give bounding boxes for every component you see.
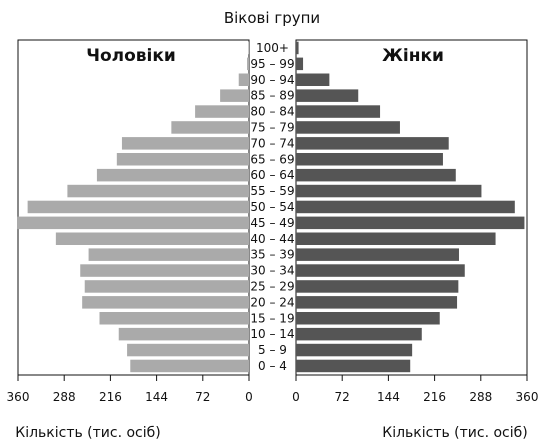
left-tick-label: 216 bbox=[99, 390, 122, 404]
age-group-label: 20 – 24 bbox=[250, 295, 294, 309]
male-bar-16 bbox=[195, 105, 249, 118]
left-tick-label: 288 bbox=[53, 390, 76, 404]
age-group-label: 80 – 84 bbox=[250, 105, 294, 119]
chart-title: Вікові групи bbox=[224, 9, 320, 27]
right-tick-label: 0 bbox=[292, 390, 300, 404]
female-bar-9 bbox=[296, 216, 525, 230]
female-bar-15 bbox=[296, 121, 400, 134]
age-group-label: 45 – 49 bbox=[250, 216, 294, 230]
male-bar-15 bbox=[171, 121, 249, 134]
age-group-label: 95 – 99 bbox=[250, 57, 294, 71]
age-group-label: 40 – 44 bbox=[250, 232, 294, 246]
male-bar-6 bbox=[80, 264, 249, 277]
x-axis-label-right: Кількість (тис. осіб) bbox=[382, 425, 528, 441]
age-group-label: 30 – 34 bbox=[250, 264, 294, 278]
age-group-label: 35 – 39 bbox=[250, 248, 294, 262]
male-bar-20 bbox=[248, 41, 249, 55]
female-bar-13 bbox=[296, 153, 443, 166]
male-bar-3 bbox=[99, 312, 249, 325]
age-group-label: 55 – 59 bbox=[250, 184, 294, 198]
right-tick-label: 288 bbox=[469, 390, 492, 404]
age-group-label: 60 – 64 bbox=[250, 168, 294, 182]
female-bar-1 bbox=[296, 343, 413, 357]
right-tick-label: 360 bbox=[516, 390, 539, 404]
age-group-label: 50 – 54 bbox=[250, 200, 294, 214]
female-bar-2 bbox=[296, 327, 422, 341]
male-bars-group bbox=[17, 39, 250, 376]
female-bar-12 bbox=[296, 168, 456, 182]
male-bar-14 bbox=[121, 137, 249, 150]
female-bar-5 bbox=[296, 280, 459, 293]
female-bar-11 bbox=[296, 184, 482, 198]
female-bar-20 bbox=[296, 41, 299, 55]
female-bar-18 bbox=[296, 73, 330, 86]
male-bar-9 bbox=[17, 216, 249, 230]
age-group-label: 100+ bbox=[256, 41, 289, 55]
left-tick-label: 72 bbox=[195, 390, 210, 404]
female-bar-6 bbox=[296, 264, 465, 277]
right-tick-label: 216 bbox=[423, 390, 446, 404]
male-bar-12 bbox=[96, 168, 249, 182]
female-bar-4 bbox=[296, 296, 458, 309]
male-bar-0 bbox=[130, 359, 249, 373]
male-bar-17 bbox=[220, 89, 249, 102]
age-group-labels: 0 – 4 5 – 9 10 – 14 15 – 19 20 – 24 25 – 2930… bbox=[250, 41, 294, 373]
male-bar-10 bbox=[27, 200, 249, 214]
male-bar-8 bbox=[55, 232, 249, 245]
legend-label-male: Чоловіки bbox=[86, 46, 176, 66]
age-group-label: 0 – 4 bbox=[258, 359, 287, 373]
male-bar-11 bbox=[67, 184, 250, 198]
age-group-label: 65 – 69 bbox=[250, 152, 294, 166]
legend-label-female: Жінки bbox=[382, 46, 444, 66]
male-bar-2 bbox=[118, 327, 249, 341]
male-bar-7 bbox=[88, 248, 249, 261]
male-bar-5 bbox=[84, 280, 249, 293]
left-tick-label: 144 bbox=[145, 390, 168, 404]
female-bar-7 bbox=[296, 248, 459, 261]
male-bar-1 bbox=[127, 343, 249, 357]
age-group-label: 70 – 74 bbox=[250, 136, 294, 150]
left-tick-label: 0 bbox=[245, 390, 253, 404]
right-tick-label: 144 bbox=[377, 390, 400, 404]
age-group-label: 75 – 79 bbox=[250, 120, 294, 134]
female-bar-10 bbox=[296, 200, 515, 214]
axis-ticks-group: 0 0 72 72 144 144 216 216 288 288 360 360 bbox=[7, 375, 539, 404]
female-bar-3 bbox=[296, 312, 440, 325]
right-tick-label: 72 bbox=[335, 390, 350, 404]
male-bar-13 bbox=[116, 153, 249, 166]
age-group-label: 25 – 29 bbox=[250, 279, 294, 293]
x-axis-label-left: Кількість (тис. осіб) bbox=[15, 425, 161, 441]
male-bar-4 bbox=[82, 296, 250, 309]
age-group-label: 15 – 19 bbox=[250, 311, 294, 325]
female-bar-8 bbox=[296, 232, 496, 245]
left-tick-label: 360 bbox=[7, 390, 30, 404]
female-bar-0 bbox=[296, 359, 411, 373]
age-group-label: 85 – 89 bbox=[250, 89, 294, 103]
male-bar-19 bbox=[247, 57, 249, 71]
age-group-label: 5 – 9 bbox=[258, 343, 287, 357]
female-bar-14 bbox=[296, 137, 449, 150]
age-group-label: 90 – 94 bbox=[250, 73, 294, 87]
female-bar-19 bbox=[296, 57, 304, 71]
male-bar-18 bbox=[238, 73, 249, 86]
female-bar-17 bbox=[296, 89, 359, 102]
age-group-label: 10 – 14 bbox=[250, 327, 294, 341]
female-bar-16 bbox=[296, 105, 381, 118]
female-bars-group bbox=[295, 39, 528, 376]
